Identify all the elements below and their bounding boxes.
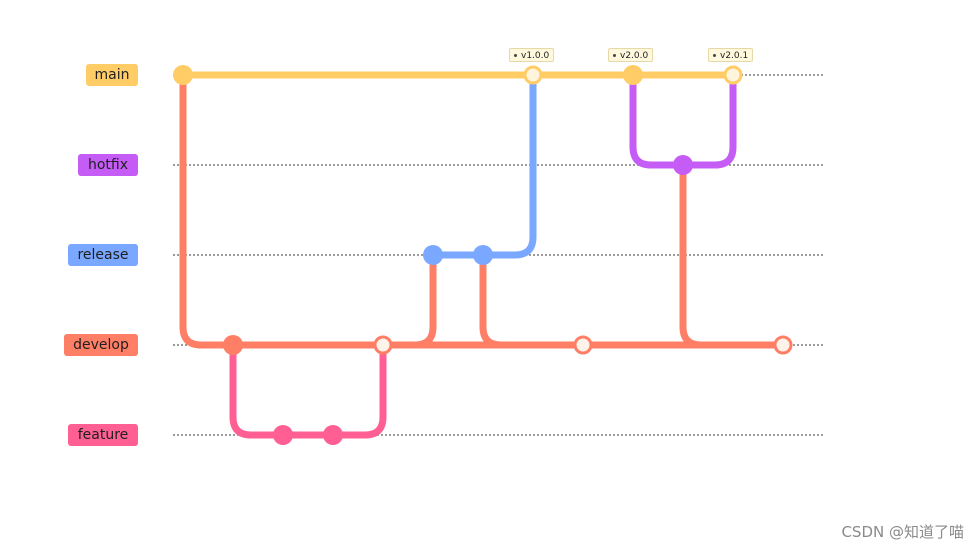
hotfix-to-develop-line bbox=[679, 161, 705, 349]
commit-release-2[interactable] bbox=[473, 245, 493, 265]
branch-label-release: release bbox=[68, 244, 138, 266]
commits bbox=[173, 65, 793, 445]
commit-main-start[interactable] bbox=[173, 65, 193, 85]
branch-label-develop: develop bbox=[64, 334, 138, 356]
tag-v2-0-0: v2.0.0 bbox=[608, 48, 654, 62]
branch-label-feature: feature bbox=[68, 424, 138, 446]
commit-develop-end[interactable] bbox=[773, 335, 793, 355]
commit-main-v2[interactable] bbox=[623, 65, 643, 85]
release-line bbox=[429, 71, 537, 259]
branch-label-hotfix: hotfix bbox=[78, 154, 138, 176]
watermark: CSDN @知道了喵 bbox=[841, 523, 964, 541]
commit-release-1[interactable] bbox=[423, 245, 443, 265]
commit-develop-merge-feature[interactable] bbox=[373, 335, 393, 355]
branch-label-main: main bbox=[86, 64, 138, 86]
develop-to-release-line bbox=[411, 251, 437, 349]
feature-line bbox=[229, 341, 387, 439]
commit-feature-2[interactable] bbox=[323, 425, 343, 445]
release-to-develop-line bbox=[479, 251, 505, 349]
commit-main-v1[interactable] bbox=[523, 65, 543, 85]
commit-main-v201[interactable] bbox=[723, 65, 743, 85]
develop-line bbox=[179, 71, 787, 349]
hotfix-line bbox=[629, 71, 737, 169]
commit-develop-1[interactable] bbox=[223, 335, 243, 355]
commit-hotfix[interactable] bbox=[673, 155, 693, 175]
commit-develop-merge-release[interactable] bbox=[573, 335, 593, 355]
tag-v2-0-1: v2.0.1 bbox=[708, 48, 754, 62]
commit-feature-1[interactable] bbox=[273, 425, 293, 445]
tag-v1-0-0: v1.0.0 bbox=[509, 48, 555, 62]
